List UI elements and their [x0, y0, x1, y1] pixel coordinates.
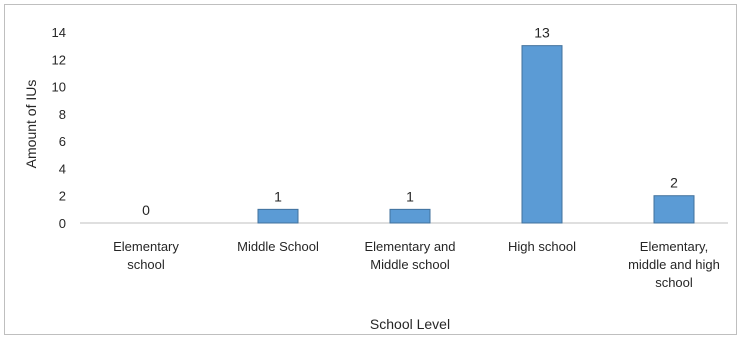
y-tick-label: 0	[59, 216, 66, 231]
bar	[257, 208, 299, 224]
bar	[389, 208, 431, 224]
y-axis-title: Amount of IUs	[23, 80, 39, 169]
y-tick-label: 6	[59, 134, 66, 149]
y-tick-label: 14	[52, 25, 66, 40]
category-label: Elementary, middle and high school	[628, 239, 720, 290]
chart-frame	[4, 4, 737, 335]
data-label: 1	[406, 188, 414, 204]
category-label: Middle School	[237, 239, 319, 254]
data-label: 13	[534, 25, 550, 41]
y-tick-label: 8	[59, 107, 66, 122]
category-label: Elementary and Middle school	[364, 239, 455, 272]
y-tick-label: 12	[52, 52, 66, 67]
category-label: Elementary school	[113, 239, 179, 272]
bar	[653, 195, 695, 224]
bar	[521, 45, 563, 224]
y-tick-label: 4	[59, 161, 66, 176]
data-labels: 0 1 1 13 2	[142, 25, 678, 218]
data-label: 1	[274, 188, 282, 204]
y-axis-ticks: 0 2 4 6 8 10 12 14	[52, 25, 66, 231]
data-label: 2	[670, 175, 678, 191]
x-axis-title: School Level	[370, 316, 450, 332]
category-label: High school	[508, 239, 576, 254]
y-tick-label: 2	[59, 189, 66, 204]
category-labels: Elementary school Middle School Elementary …	[113, 239, 720, 290]
bars	[257, 45, 695, 224]
data-label: 0	[142, 202, 150, 218]
y-tick-label: 10	[52, 80, 66, 95]
